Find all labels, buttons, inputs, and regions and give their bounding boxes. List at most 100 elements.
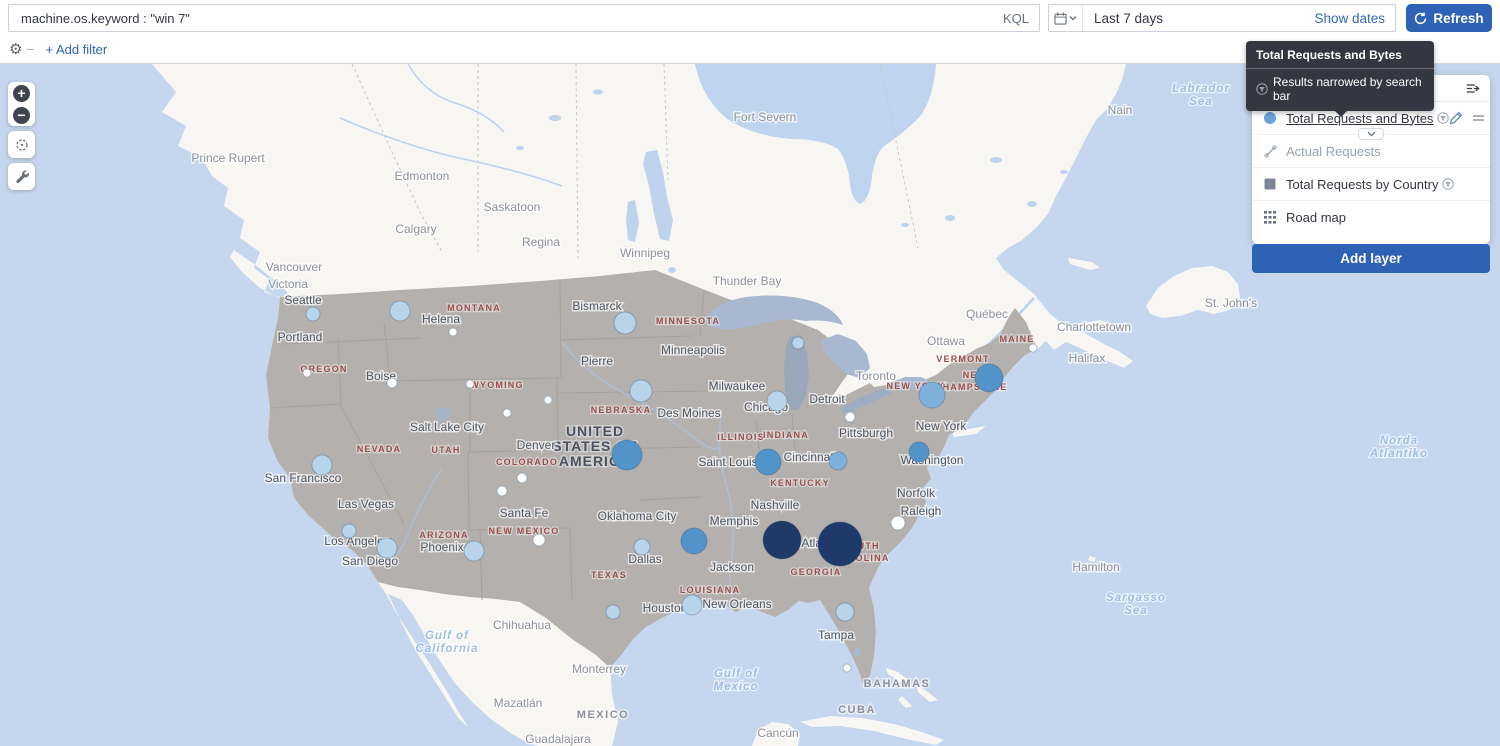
map-label: Labrador Sea [1172, 83, 1230, 108]
data-bubble[interactable] [463, 540, 485, 562]
data-bubble[interactable] [974, 363, 1004, 393]
set-view-button[interactable] [8, 131, 35, 158]
map-label: Regina [522, 235, 560, 249]
map-label: ILLINOIS [717, 432, 765, 442]
map-label: Toronto [856, 369, 896, 383]
data-bubble[interactable] [828, 451, 848, 471]
collapse-panel-icon[interactable] [1466, 82, 1480, 95]
map-label: Cincinnati [784, 450, 837, 464]
map-label: Santa Fe [500, 506, 549, 520]
hudson-bay [695, 64, 936, 204]
map-label: Helena [422, 312, 460, 326]
data-bubble[interactable] [502, 408, 512, 418]
filter-badge-icon [1437, 112, 1450, 124]
data-bubble[interactable] [302, 368, 312, 378]
layer-name[interactable]: Total Requests and Bytes [1286, 110, 1434, 126]
refresh-button[interactable]: Refresh [1406, 4, 1492, 32]
data-bubble[interactable] [448, 327, 458, 337]
tools-button[interactable] [8, 163, 35, 190]
expand-layer-button[interactable] [1358, 128, 1384, 140]
lakes [435, 295, 929, 656]
zoom-in-button[interactable]: + [8, 82, 35, 104]
edit-layer-icon[interactable] [1449, 111, 1463, 125]
map-label: MINNESOTA [656, 316, 720, 326]
map-label: Nain [1108, 103, 1133, 117]
ocean-labels: Labrador Sea Norda Atlantiko Sargasso Sea Gulf… [414, 82, 1428, 695]
query-text[interactable]: machine.os.keyword : "win 7" [21, 10, 190, 26]
minus-icon: − [13, 106, 30, 124]
data-bubble[interactable] [844, 411, 856, 423]
layer-row[interactable]: Actual Requests [1252, 135, 1490, 168]
calendar-button[interactable] [1049, 5, 1083, 31]
data-bubble[interactable] [611, 439, 643, 471]
map-label: Milwaukee [709, 379, 766, 393]
map-label: UTAH [431, 445, 460, 455]
map-label: Pittsburgh [839, 426, 893, 440]
map-label: New Orleans [702, 597, 771, 611]
data-bubble[interactable] [629, 379, 653, 403]
data-bubble[interactable] [835, 602, 855, 622]
query-input[interactable]: machine.os.keyword : "win 7" KQL [8, 4, 1040, 32]
data-bubble[interactable] [543, 395, 553, 405]
data-bubble[interactable] [1028, 343, 1038, 353]
data-bubble[interactable] [516, 472, 528, 484]
data-bubble[interactable] [681, 594, 703, 616]
layer-row[interactable]: Road map [1252, 201, 1490, 234]
data-bubble[interactable] [376, 537, 398, 559]
data-bubble[interactable] [890, 515, 906, 531]
map-label: Pierre [581, 354, 613, 368]
zoom-out-button[interactable]: − [8, 104, 35, 126]
map-label: Los Angeles [324, 534, 389, 548]
layer-type-icon [1262, 211, 1278, 224]
map-label: Norda Atlantiko [1369, 435, 1428, 460]
data-bubble[interactable] [532, 533, 546, 547]
map-label: Victoria [268, 277, 308, 291]
map-canvas[interactable]: Labrador Sea Norda Atlantiko Sargasso Sea Gulf… [0, 63, 1500, 746]
map-label: Vancouver [266, 260, 322, 274]
map-label: Charlottetown [1057, 320, 1131, 334]
data-bubble[interactable] [762, 520, 802, 560]
filter-badge-icon [1442, 178, 1455, 190]
add-layer-button[interactable]: Add layer [1252, 244, 1490, 273]
layer-row[interactable]: Total Requests and Bytes [1252, 102, 1490, 140]
data-bubble[interactable] [680, 527, 708, 555]
map-label: Seattle [284, 293, 322, 307]
query-language-button[interactable]: KQL [1002, 10, 1029, 26]
map-label: TEXAS [591, 570, 627, 580]
data-bubble[interactable] [842, 663, 852, 673]
data-bubble[interactable] [389, 300, 411, 322]
data-bubble[interactable] [465, 379, 475, 389]
data-bubble[interactable] [341, 523, 357, 539]
drag-handle-icon[interactable] [1472, 113, 1485, 123]
data-bubble[interactable] [311, 454, 333, 476]
data-bubble[interactable] [386, 377, 398, 389]
layer-name[interactable]: Road map [1286, 210, 1346, 225]
time-range-value[interactable]: Last 7 days [1094, 10, 1164, 26]
map-label: MONTANA [447, 303, 501, 313]
gear-icon[interactable]: ⚙ [9, 41, 23, 58]
data-bubble[interactable] [791, 336, 805, 350]
filter-icon [1256, 83, 1268, 95]
map-label: Las Vegas [338, 497, 394, 511]
layer-row[interactable]: Total Requests by Country [1252, 168, 1490, 201]
data-bubble[interactable] [496, 485, 508, 497]
data-bubble[interactable] [918, 381, 946, 409]
layer-tooltip-body: Results narrowed by search bar [1246, 69, 1434, 111]
data-bubble[interactable] [305, 306, 321, 322]
data-bubble[interactable] [817, 521, 863, 567]
data-bubble[interactable] [754, 448, 782, 476]
map-label: Saint Louis [698, 455, 757, 469]
data-bubble[interactable] [766, 390, 788, 412]
time-picker: Last 7 days Show dates [1048, 4, 1396, 32]
data-bubble[interactable] [908, 441, 930, 463]
show-dates-button[interactable]: Show dates [1314, 10, 1385, 26]
map-label: BAHAMAS [864, 678, 931, 690]
layer-name[interactable]: Actual Requests [1286, 143, 1381, 159]
map-label: Winnipeg [620, 246, 670, 260]
data-bubble[interactable] [633, 538, 651, 556]
data-bubble[interactable] [605, 604, 621, 620]
layer-name[interactable]: Total Requests by Country [1286, 176, 1439, 192]
wrench-icon [16, 170, 29, 184]
add-filter-button[interactable]: + Add filter [45, 42, 108, 57]
data-bubble[interactable] [613, 311, 637, 335]
